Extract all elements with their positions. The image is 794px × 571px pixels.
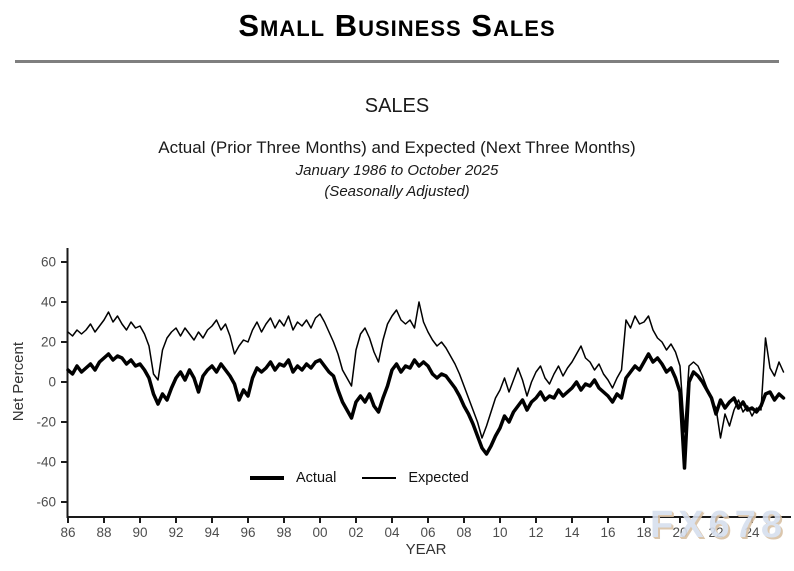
y-tick-label: -40 bbox=[36, 455, 56, 470]
legend-expected-line-swatch bbox=[362, 477, 397, 479]
x-tick-label: 18 bbox=[636, 525, 651, 540]
x-tick-label: 14 bbox=[564, 525, 580, 540]
x-tick-label: 16 bbox=[600, 525, 615, 540]
y-tick-label: -60 bbox=[36, 495, 56, 510]
watermark: FX678 bbox=[650, 504, 787, 546]
x-tick-label: 06 bbox=[420, 525, 435, 540]
y-tick-label: 40 bbox=[41, 295, 56, 310]
expected-series-line bbox=[67, 301, 785, 439]
chart-subtitle: Actual (Prior Three Months) and Expected… bbox=[158, 138, 636, 157]
legend-actual-label: Actual bbox=[296, 470, 337, 486]
x-tick-label: 94 bbox=[204, 525, 220, 540]
x-tick-label: 24 bbox=[744, 525, 760, 540]
legend-actual-line-swatch bbox=[250, 476, 284, 480]
x-tick-label: 96 bbox=[240, 525, 255, 540]
page-title: Small Business Sales bbox=[238, 8, 556, 43]
y-axis-label: Net Percent bbox=[10, 342, 27, 422]
chart-date-range: January 1986 to October 2025 bbox=[295, 162, 499, 179]
chart-adjustment-note: (Seasonally Adjusted) bbox=[324, 183, 470, 200]
x-tick-label: 08 bbox=[456, 525, 471, 540]
x-tick-label: 04 bbox=[384, 525, 400, 540]
legend-expected-label: Expected bbox=[408, 470, 469, 486]
y-tick-label: 20 bbox=[41, 335, 56, 350]
chart-legend: Actual Expected bbox=[250, 470, 469, 486]
y-tick-label: 0 bbox=[48, 375, 56, 390]
x-tick-label: 22 bbox=[708, 525, 723, 540]
x-tick-label: 90 bbox=[132, 525, 147, 540]
sales-chart: 60 40 20 0 -20 -40 -60 86 88 90 92 94 96 98 00 02 04 06 08… bbox=[36, 248, 791, 540]
x-tick-label: 92 bbox=[168, 525, 183, 540]
x-tick-label: 00 bbox=[312, 525, 327, 540]
x-tick-label: 88 bbox=[96, 525, 111, 540]
x-tick-label: 12 bbox=[528, 525, 543, 540]
title-divider bbox=[15, 60, 779, 63]
x-tick-label: 10 bbox=[492, 525, 507, 540]
x-tick-label: 02 bbox=[348, 525, 363, 540]
actual-series-line bbox=[66, 352, 786, 470]
x-tick-label: 86 bbox=[60, 525, 75, 540]
x-axis-label: YEAR bbox=[405, 541, 447, 558]
y-tick-label: -20 bbox=[36, 415, 56, 430]
chart-title: SALES bbox=[364, 95, 430, 117]
y-tick-label: 60 bbox=[41, 255, 56, 270]
x-tick-label: 20 bbox=[672, 525, 687, 540]
x-tick-label: 98 bbox=[276, 525, 291, 540]
